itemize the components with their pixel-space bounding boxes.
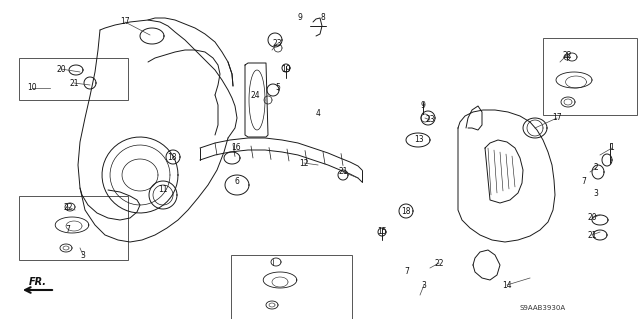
Text: 3: 3 xyxy=(81,250,85,259)
Text: 6: 6 xyxy=(235,177,239,187)
Text: 9: 9 xyxy=(298,12,303,21)
Text: 18: 18 xyxy=(401,206,411,216)
Text: 22: 22 xyxy=(563,50,572,60)
Text: 14: 14 xyxy=(502,280,512,290)
Text: 7: 7 xyxy=(404,268,410,277)
Text: 7: 7 xyxy=(65,226,70,234)
Text: 18: 18 xyxy=(167,152,177,161)
Text: 24: 24 xyxy=(250,91,260,100)
Text: 22: 22 xyxy=(63,203,73,211)
Text: 2: 2 xyxy=(594,164,598,173)
Text: 23: 23 xyxy=(425,115,435,124)
Text: 19: 19 xyxy=(281,64,291,73)
Text: 12: 12 xyxy=(300,159,308,167)
Text: 17: 17 xyxy=(552,114,562,122)
Text: S9AAB3930A: S9AAB3930A xyxy=(519,305,565,311)
Text: 16: 16 xyxy=(231,144,241,152)
Bar xyxy=(543,38,637,115)
Text: 7: 7 xyxy=(582,177,586,187)
Text: 9: 9 xyxy=(420,100,426,109)
Text: 11: 11 xyxy=(158,184,168,194)
Text: 21: 21 xyxy=(588,231,596,240)
Text: 21: 21 xyxy=(339,167,348,176)
Text: 17: 17 xyxy=(120,18,130,26)
Text: 20: 20 xyxy=(56,64,66,73)
Text: 23: 23 xyxy=(272,40,282,48)
Text: 13: 13 xyxy=(414,135,424,144)
Text: 8: 8 xyxy=(321,13,325,23)
Bar xyxy=(231,255,352,319)
Text: 5: 5 xyxy=(276,84,280,93)
Text: 10: 10 xyxy=(27,84,37,93)
Text: 21: 21 xyxy=(69,78,79,87)
Text: 3: 3 xyxy=(593,189,598,197)
Text: FR.: FR. xyxy=(29,277,47,287)
Text: 4: 4 xyxy=(316,108,321,117)
Text: 1: 1 xyxy=(610,144,614,152)
Text: 20: 20 xyxy=(587,213,597,222)
Bar xyxy=(19,196,128,260)
Text: 3: 3 xyxy=(422,280,426,290)
Bar xyxy=(19,58,128,100)
Text: 22: 22 xyxy=(435,258,444,268)
Text: 15: 15 xyxy=(377,227,387,236)
